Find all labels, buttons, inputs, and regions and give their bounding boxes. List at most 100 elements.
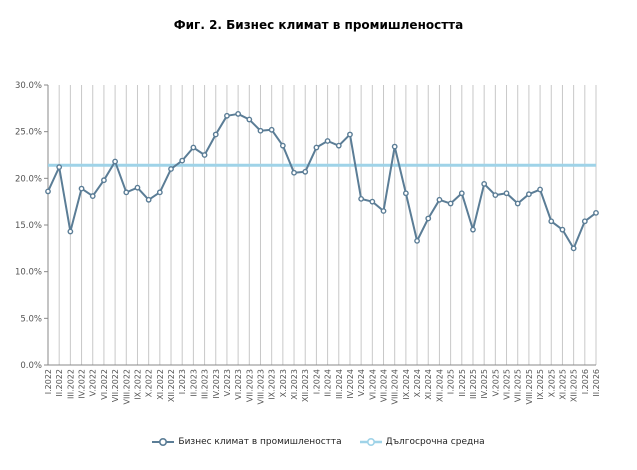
x-tick-label: VII.2024 — [380, 369, 389, 402]
data-point — [291, 169, 297, 176]
data-point — [593, 209, 599, 216]
data-point — [89, 193, 96, 199]
data-point — [123, 189, 130, 196]
data-point — [458, 190, 465, 197]
x-tick-label: IV.2022 — [78, 369, 87, 399]
data-point — [436, 196, 443, 203]
x-tick-label: VIII.2022 — [122, 369, 131, 404]
x-tick-label: XI.2023 — [290, 369, 299, 400]
y-tick-label: 15.0% — [15, 221, 42, 231]
chart-title: Фиг. 2. Бизнес климат в промишлеността — [173, 18, 464, 32]
y-tick-label: 5.0% — [20, 314, 42, 324]
data-point — [179, 157, 186, 164]
legend-swatch-main-icon — [152, 436, 175, 448]
x-tick-label: VI.2022 — [100, 369, 109, 400]
data-point — [78, 185, 85, 192]
data-point — [246, 116, 253, 123]
y-tick-label: 10.0% — [15, 268, 42, 278]
tick-labels: 0.0%5.0%10.0%15.0%20.0%25.0%30.0%I.2022 I… — [15, 81, 601, 404]
y-tick-label: 0.0% — [20, 361, 42, 371]
x-tick-label: XII.2025 — [570, 369, 579, 402]
legend-label-average: Дългосрочна средна — [385, 437, 485, 447]
data-point — [470, 226, 476, 233]
data-point — [347, 131, 353, 138]
x-tick-label: V.2022 — [89, 369, 98, 396]
legend-item-main: Бизнес климат в промишлеността — [152, 436, 342, 448]
x-tick-label: I.2024 — [312, 369, 321, 394]
data-point — [514, 200, 521, 207]
x-tick-label: X.2023 — [279, 369, 288, 397]
data-point — [112, 158, 119, 165]
x-tick-label: VII.2025 — [514, 369, 523, 402]
x-tick-label: XII.2023 — [301, 369, 310, 402]
x-tick-label: I.2025 — [447, 369, 456, 394]
x-tick-label: V.2023 — [223, 369, 232, 396]
x-tick-label: IX.2023 — [268, 369, 277, 400]
data-point — [537, 186, 543, 193]
series — [45, 111, 599, 252]
x-tick-label: XI.2025 — [558, 369, 567, 400]
x-tick-label: IV.2023 — [212, 369, 221, 399]
x-tick-label: XI.2024 — [424, 369, 433, 400]
data-point — [447, 200, 454, 207]
legend-swatch-average-icon — [359, 436, 382, 448]
x-tick-label: II.2026 — [592, 369, 601, 397]
data-point — [190, 144, 197, 151]
y-tick-label: 20.0% — [15, 174, 42, 184]
data-point — [492, 192, 499, 199]
y-tick-label: 25.0% — [15, 128, 42, 138]
data-point — [156, 189, 163, 196]
series-line-main — [47, 112, 597, 250]
x-tick-label: VII.2023 — [245, 369, 254, 402]
data-point — [257, 127, 264, 134]
x-tick-label: XI.2022 — [156, 369, 165, 400]
axes — [44, 84, 596, 366]
legend: Бизнес климат в промишлеността Дългосроч… — [0, 436, 637, 448]
data-point — [481, 181, 488, 187]
x-tick-label: II.2025 — [458, 369, 467, 397]
data-point — [145, 196, 152, 203]
x-tick-label: VIII.2023 — [256, 369, 265, 404]
data-point — [391, 143, 398, 150]
legend-item-average: Дългосрочна средна — [359, 436, 485, 448]
data-point — [212, 131, 219, 138]
data-point — [380, 208, 387, 214]
data-point — [548, 218, 555, 225]
data-point — [101, 177, 107, 184]
data-point — [279, 142, 286, 149]
x-tick-label: VII.2022 — [111, 369, 120, 402]
x-tick-label: IX.2025 — [536, 369, 545, 400]
data-point — [369, 198, 376, 205]
x-tick-label: VIII.2025 — [525, 369, 534, 404]
x-tick-label: I.2026 — [581, 369, 590, 394]
x-tick-label: VIII.2024 — [391, 369, 400, 404]
data-point — [302, 168, 309, 175]
data-point — [358, 195, 365, 202]
data-point — [235, 111, 242, 117]
data-point — [324, 138, 331, 144]
x-tick-label: VI.2023 — [234, 369, 243, 400]
x-tick-label: I.2022 — [44, 369, 53, 394]
x-tick-label: VI.2025 — [503, 369, 512, 400]
x-tick-label: IV.2025 — [480, 369, 489, 399]
data-point — [335, 142, 342, 149]
y-tick-label: 30.0% — [15, 81, 42, 91]
x-tick-label: XII.2022 — [167, 369, 176, 402]
x-tick-label: III.2022 — [66, 369, 75, 399]
data-point — [201, 152, 208, 158]
data-point — [313, 144, 320, 151]
legend-label-main: Бизнес климат в промишлеността — [178, 437, 342, 447]
x-tick-label: X.2022 — [145, 369, 154, 397]
data-point — [414, 237, 420, 244]
data-point — [134, 184, 141, 191]
x-tick-label: II.2024 — [324, 369, 333, 397]
grid-lines — [47, 85, 597, 365]
data-point — [425, 215, 432, 222]
x-tick-label: XII.2024 — [435, 369, 444, 402]
x-tick-label: IX.2024 — [402, 369, 411, 400]
x-tick-label: II.2022 — [55, 369, 64, 397]
x-tick-label: V.2024 — [357, 369, 366, 396]
data-point — [402, 190, 409, 197]
x-tick-label: IV.2024 — [346, 369, 355, 399]
